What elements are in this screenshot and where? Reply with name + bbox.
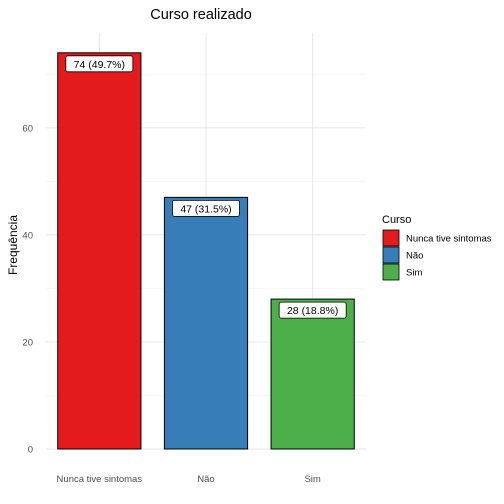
data-label: 74 (49.7%) (74, 59, 125, 71)
y-tick-label: 20 (22, 337, 33, 348)
legend-title: Curso (382, 214, 411, 226)
legend-swatch (382, 229, 400, 247)
chart-title: Curso realizado (150, 7, 252, 23)
bar (163, 196, 249, 450)
legend-label: Não (406, 251, 423, 262)
y-tick-label: 60 (22, 123, 33, 134)
x-tick-label: Não (197, 474, 214, 485)
legend-label: Sim (406, 268, 422, 279)
y-axis-ticks: 0 20 40 60 (22, 123, 33, 455)
bars (57, 52, 355, 450)
bar (270, 298, 355, 450)
bar (57, 52, 142, 450)
y-tick-label: 0 (28, 445, 33, 456)
y-tick-label: 40 (22, 230, 33, 241)
legend-swatch (382, 246, 400, 264)
y-axis-label: Frequência (6, 215, 20, 275)
legend: Curso Nunca tive sintomas Não Sim (382, 214, 492, 281)
legend-label: Nunca tive sintomas (406, 234, 492, 245)
legend-swatch (382, 263, 400, 281)
x-tick-label: Sim (304, 474, 320, 485)
x-axis-ticks: Nunca tive sintomas Não Sim (57, 474, 321, 485)
data-label: 28 (18.8%) (287, 305, 338, 317)
x-tick-label: Nunca tive sintomas (57, 474, 143, 485)
data-label: 47 (31.5%) (180, 203, 231, 215)
data-label-box (172, 199, 240, 217)
data-label-box (65, 55, 134, 73)
bar-labels: 74 (49.7%) 47 (31.5%) 28 (18.8%) (65, 55, 347, 319)
data-label-box (278, 301, 347, 319)
